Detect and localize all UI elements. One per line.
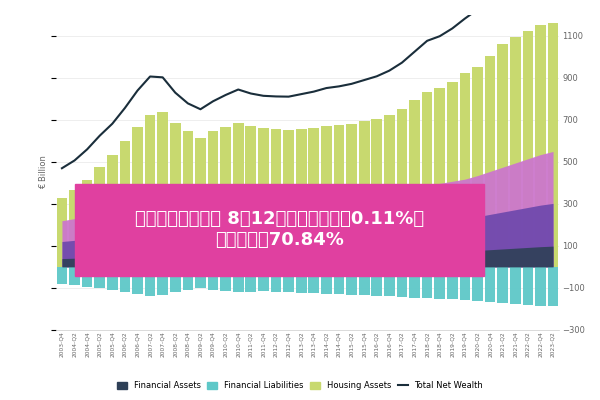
Bar [510,267,521,304]
Bar [69,190,80,267]
Bar [195,138,206,267]
Bar [321,267,332,294]
Bar [334,124,344,267]
Bar [346,267,357,295]
Bar [321,126,332,267]
Bar [460,73,470,267]
Bar [233,123,244,267]
Bar [359,122,370,267]
Bar [308,267,319,293]
Bar [107,267,118,290]
Bar [94,267,105,288]
Bar [510,38,521,267]
Bar [271,267,281,292]
Bar [497,267,508,302]
Bar [145,267,155,296]
Bar [397,267,407,297]
Bar [94,167,105,267]
Bar [535,25,546,267]
Bar [82,267,92,287]
Bar [434,267,445,299]
Bar [182,267,193,290]
Bar [170,267,181,292]
Bar [56,198,67,267]
Bar [371,119,382,267]
Bar [472,267,483,301]
Bar [283,130,294,267]
Bar [56,267,67,284]
Bar [107,154,118,267]
Bar [384,267,395,296]
Legend: Financial Assets, Financial Liabilities, Housing Assets, Total Net Wealth: Financial Assets, Financial Liabilities,… [113,378,487,394]
Bar [119,141,130,267]
Bar [170,123,181,267]
Bar [548,267,559,306]
Bar [220,267,231,291]
Bar [485,56,496,267]
Bar [346,124,357,267]
Bar [334,267,344,294]
Bar [422,267,433,298]
Text: 实时股票配资平台 8月12日青农转债下跌0.11%，
转股溢价率70.84%: 实时股票配资平台 8月12日青农转债下跌0.11%， 转股溢价率70.84% [135,210,424,249]
Bar [384,115,395,267]
Bar [258,128,269,267]
Bar [409,267,420,298]
Bar [296,267,307,293]
Bar [308,128,319,267]
Bar [371,267,382,296]
Bar [497,44,508,267]
Bar [472,67,483,267]
Bar [245,126,256,267]
Bar [157,267,168,294]
Bar [258,267,269,291]
Bar [422,92,433,267]
Bar [245,267,256,292]
Bar [208,132,218,267]
Bar [447,82,458,267]
Bar [220,127,231,267]
Bar [548,23,559,267]
Bar [69,267,80,285]
Bar [523,31,533,267]
Bar [145,115,155,267]
Bar [460,267,470,300]
Y-axis label: € Billion: € Billion [39,156,48,189]
Bar [283,267,294,292]
Bar [157,112,168,267]
Bar [182,132,193,267]
Bar [119,267,130,292]
Bar [82,180,92,267]
Bar [271,129,281,267]
Bar [485,267,496,302]
Bar [535,267,546,306]
Bar [233,267,244,292]
Bar [208,267,218,290]
Bar [132,267,143,294]
Bar [409,100,420,267]
Bar [359,267,370,296]
Bar [397,109,407,267]
Bar [195,267,206,288]
Bar [296,129,307,267]
Bar [132,127,143,267]
Bar [523,267,533,305]
Bar [434,88,445,267]
Bar [447,267,458,300]
